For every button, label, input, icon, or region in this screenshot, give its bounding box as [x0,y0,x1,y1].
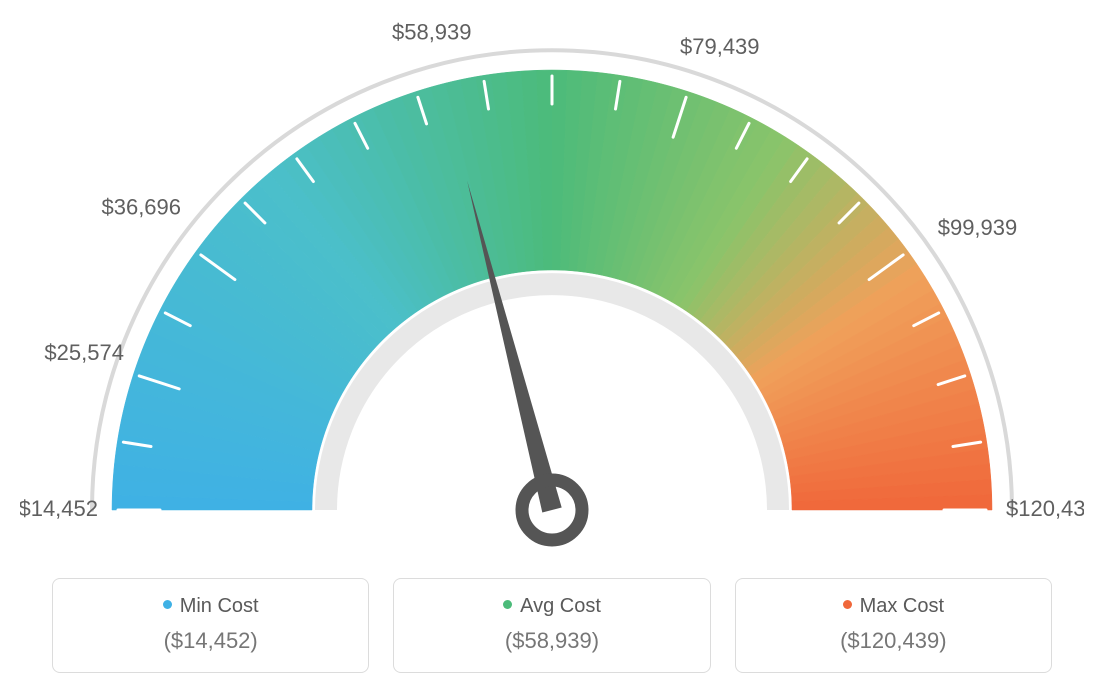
legend-max: Max Cost ($120,439) [735,578,1052,673]
gauge-tick-label: $120,439 [1006,496,1084,521]
gauge-tick-label: $99,939 [938,215,1018,240]
legend-avg-title: Avg Cost [404,595,699,618]
gauge-tick-label: $58,939 [392,20,472,44]
legend-max-value: ($120,439) [746,628,1041,654]
legend-max-label: Max Cost [860,595,944,617]
gauge-tick-label: $25,574 [44,340,124,365]
gauge-svg: $14,452 $25,574 $36,696 $58,939 $79,439 $99,9… [20,20,1084,560]
legend-row: Min Cost ($14,452) Avg Cost ($58,939) Ma… [52,578,1052,673]
legend-avg: Avg Cost ($58,939) [393,578,710,673]
legend-min-label: Min Cost [180,595,259,617]
gauge-tick-label: $36,696 [101,195,181,220]
gauge-tick-label: $14,452 [20,496,98,521]
legend-max-title: Max Cost [746,595,1041,618]
legend-avg-label: Avg Cost [520,595,601,617]
legend-min: Min Cost ($14,452) [52,578,369,673]
legend-min-value: ($14,452) [63,628,358,654]
legend-avg-dot [503,600,512,609]
legend-min-dot [163,600,172,609]
legend-avg-value: ($58,939) [404,628,699,654]
legend-min-title: Min Cost [63,595,358,618]
legend-max-dot [843,600,852,609]
gauge-tick-label: $79,439 [680,34,760,59]
cost-gauge: $14,452 $25,574 $36,696 $58,939 $79,439 $99,9… [20,20,1084,560]
